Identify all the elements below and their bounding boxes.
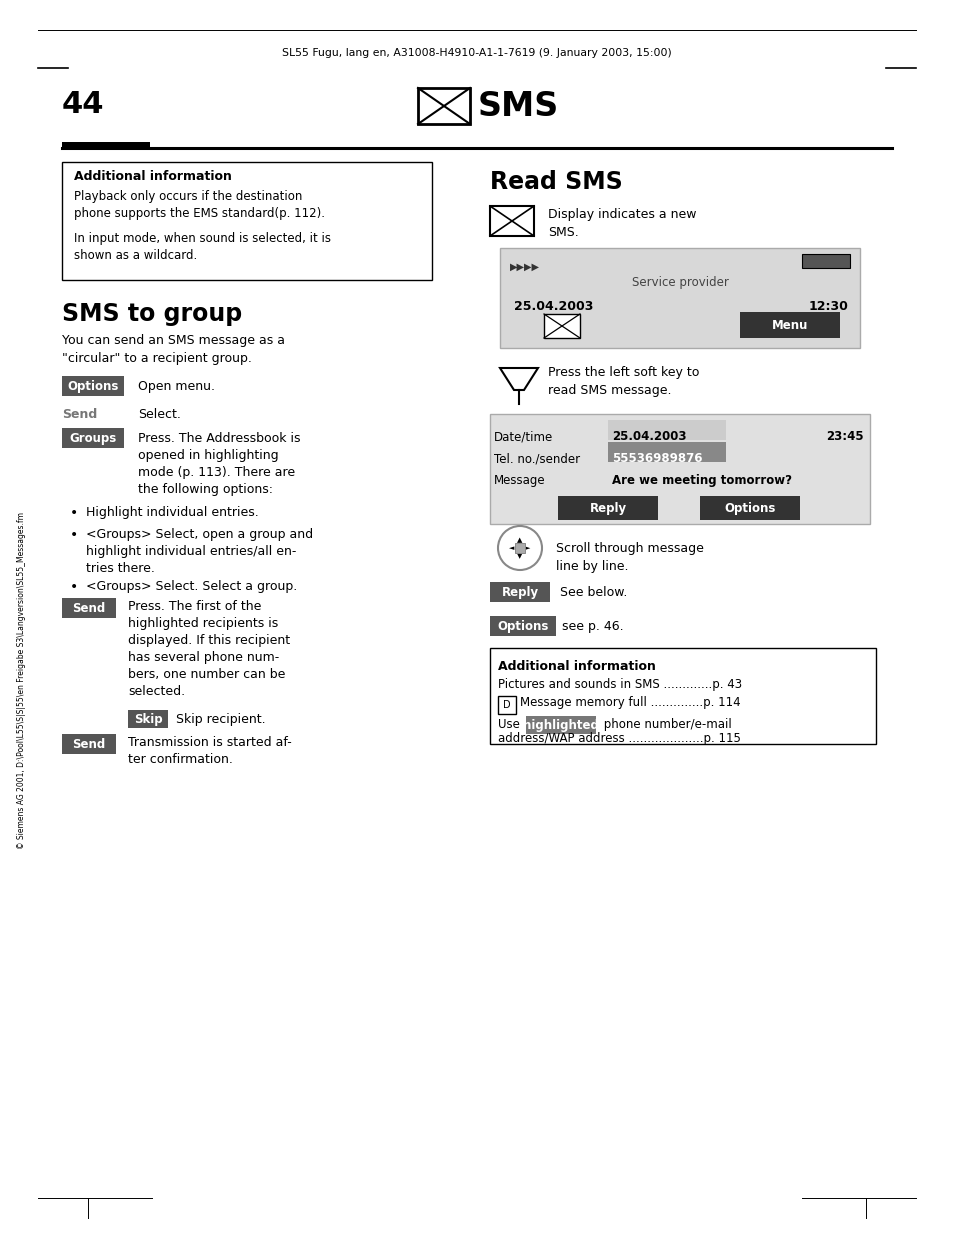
Bar [740,312,840,338]
Bar [499,248,859,348]
Text: In input mode, when sound is selected, it is
shown as a wildcard.: In input mode, when sound is selected, i… [74,232,331,262]
Text: Groups: Groups [70,431,116,445]
Bar [607,442,725,462]
Bar [543,314,579,338]
Bar [62,734,116,754]
Bar [62,376,124,396]
Bar [62,162,432,280]
Text: Playback only occurs if the destination
phone supports the EMS standard(p. 112).: Playback only occurs if the destination … [74,189,325,221]
Text: ◄: ◄ [509,545,515,551]
Text: 44: 44 [62,90,105,120]
Bar [62,598,116,618]
Text: Options: Options [68,380,118,392]
Bar [497,697,516,714]
Text: Send: Send [62,407,97,420]
Text: Tel. no./sender: Tel. no./sender [494,452,579,465]
Text: SMS to group: SMS to group [62,302,242,326]
Text: Service provider: Service provider [631,277,728,289]
Text: Press. The first of the
highlighted recipients is
displayed. If this recipient
h: Press. The first of the highlighted reci… [128,601,290,698]
Text: SL55 Fugu, lang en, A31008-H4910-A1-1-7619 (9. January 2003, 15:00): SL55 Fugu, lang en, A31008-H4910-A1-1-76… [282,49,671,59]
Text: Skip: Skip [133,713,162,725]
Bar [128,710,168,728]
Text: Message: Message [494,473,545,487]
Text: Transmission is started af-
ter confirmation.: Transmission is started af- ter confirma… [128,736,292,766]
Text: •: • [70,528,78,542]
Text: Menu: Menu [771,319,807,331]
Bar [525,716,596,734]
Text: Additional information: Additional information [497,660,656,673]
Bar [490,582,550,602]
Text: Skip recipient.: Skip recipient. [175,713,265,725]
Text: highlighted: highlighted [522,719,598,731]
Text: 55536989876: 55536989876 [612,452,701,465]
Text: 25.04.2003: 25.04.2003 [612,430,686,444]
Text: See below.: See below. [559,586,627,598]
Bar [700,496,800,520]
Text: •: • [70,506,78,520]
Text: © Siemens AG 2001, D:\Pool\L55\S|S|55\en Freigabe S3\Langversion\SL55_Messages.f: © Siemens AG 2001, D:\Pool\L55\S|S|55\en… [17,512,27,849]
Text: see p. 46.: see p. 46. [561,619,623,633]
Bar [607,420,725,440]
Text: Additional information: Additional information [74,169,232,183]
Text: address/WAP address ....................p. 115: address/WAP address ....................… [497,731,740,745]
Bar [515,543,524,553]
Text: Scroll through message
line by line.: Scroll through message line by line. [556,542,703,573]
Text: Are we meeting tomorrow?: Are we meeting tomorrow? [612,473,791,487]
Text: Message memory full ..............p. 114: Message memory full ..............p. 114 [519,697,740,709]
Text: <Groups> Select. Select a group.: <Groups> Select. Select a group. [86,579,297,593]
Text: Options: Options [497,619,548,633]
Bar [490,648,875,744]
Bar [417,88,470,125]
Text: SMS: SMS [477,90,558,123]
Text: Use: Use [497,718,523,731]
Text: 25.04.2003: 25.04.2003 [514,300,593,313]
Bar [62,142,150,148]
Text: Open menu.: Open menu. [138,380,214,392]
Bar [490,414,869,525]
Text: Display indicates a new
SMS.: Display indicates a new SMS. [547,208,696,239]
Text: Pictures and sounds in SMS .............p. 43: Pictures and sounds in SMS .............… [497,678,741,692]
Text: Press. The Addressbook is
opened in highlighting
mode (p. 113). There are
the fo: Press. The Addressbook is opened in high… [138,432,300,496]
Text: ►: ► [525,545,530,551]
Text: Select.: Select. [138,407,181,420]
Text: Read SMS: Read SMS [490,169,622,194]
Text: Press the left soft key to
read SMS message.: Press the left soft key to read SMS mess… [547,366,699,397]
Text: D: D [502,700,510,710]
Bar [62,427,124,449]
Bar [558,496,658,520]
Text: Send: Send [72,738,106,750]
Text: Send: Send [72,602,106,614]
Text: ▶▶▶▶: ▶▶▶▶ [510,262,539,272]
Text: Options: Options [723,501,775,515]
Text: ▼: ▼ [517,553,522,559]
Bar [490,616,556,635]
Text: Reply: Reply [589,501,626,515]
Text: 23:45: 23:45 [825,430,863,444]
Text: You can send an SMS message as a
"circular" to a recipient group.: You can send an SMS message as a "circul… [62,334,285,365]
Text: ▲: ▲ [517,537,522,543]
Text: phone number/e-mail: phone number/e-mail [599,718,731,731]
Text: Highlight individual entries.: Highlight individual entries. [86,506,258,520]
Text: 12:30: 12:30 [807,300,847,313]
Text: Reply: Reply [501,586,538,598]
Bar [490,206,534,235]
Text: <Groups> Select, open a group and
highlight individual entries/all en-
tries the: <Groups> Select, open a group and highli… [86,528,313,574]
Text: •: • [70,579,78,594]
Bar [801,254,849,268]
Text: Date/time: Date/time [494,430,553,444]
